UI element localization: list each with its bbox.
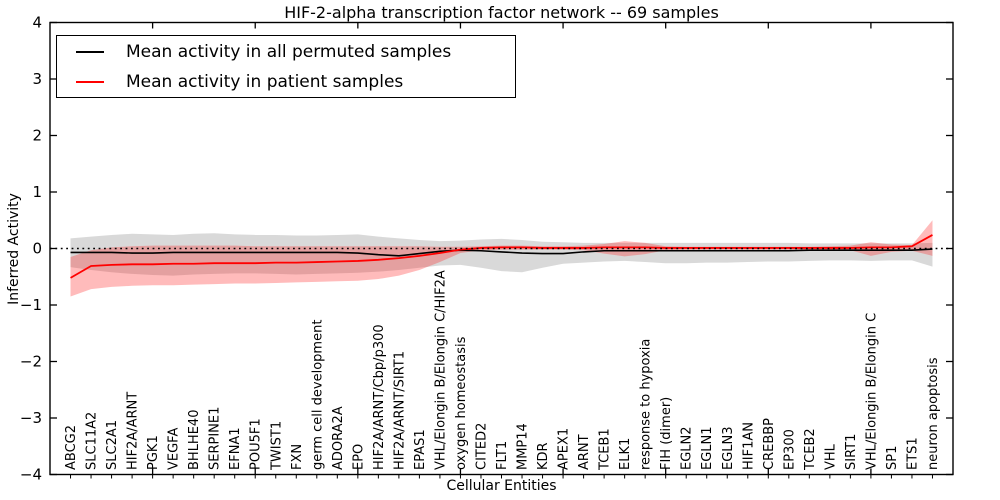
x-tick-label: CITED2 [474,423,489,470]
permuted-line-swatch [76,51,104,53]
y-tick-label: 4 [32,14,42,32]
y-tick-label: −4 [20,466,42,484]
x-tick-label: VHL [823,443,838,470]
x-tick-label: APEX1 [557,428,572,470]
x-tick-label: EPAS1 [413,429,428,470]
x-tick-label: HIF2A/ARNT/SIRT1 [392,351,407,470]
legend-label-patient: Mean activity in patient samples [126,72,404,92]
y-tick-label: −1 [20,296,42,314]
x-tick-label: HIF2A/ARNT/Cbp/p300 [372,324,387,470]
y-tick-label: 0 [32,240,42,258]
legend-item-permuted: Mean activity in all permuted samples [57,37,515,67]
x-tick-label: HIF1AN [741,422,756,470]
y-tick-label: −3 [20,409,42,427]
x-axis-label: Cellular Entities [446,478,557,494]
x-tick-label: EPO [351,444,366,470]
x-tick-label: HIF2A/ARNT [126,392,141,470]
x-tick-label: TWIST1 [269,421,284,471]
x-tick-label: ARNT [577,434,592,470]
y-tick-label: 3 [32,70,42,88]
x-tick-label: SP1 [885,446,900,470]
y-tick-label: −2 [20,353,42,371]
legend-item-patient: Mean activity in patient samples [57,67,515,97]
x-tick-label: PGK1 [146,435,161,470]
x-tick-label: neuron apoptosis [926,357,941,470]
x-tick-label: TCEB2 [803,428,818,471]
x-tick-label: SIRT1 [844,434,859,470]
y-tick-label: 2 [32,127,42,145]
x-tick-label: response to hypoxia [639,339,654,470]
x-tick-label: VHL/Elongin B/Elongin C [864,313,879,470]
patient-std-band [70,220,933,297]
x-tick-label: ADORA2A [331,406,346,470]
x-tick-label: KDR [536,442,551,470]
x-tick-label: germ cell development [310,320,325,470]
x-tick-label: FLT1 [495,441,510,470]
chart-title: HIF-2-alpha transcription factor network… [284,3,719,22]
x-tick-label: ETS1 [905,437,920,470]
x-tick-label: EGLN3 [721,426,736,470]
x-tick-label: EGLN1 [700,426,715,470]
legend-label-permuted: Mean activity in all permuted samples [126,42,452,62]
x-tick-label: FIH (dimer) [659,397,674,470]
y-tick-label: 1 [32,183,42,201]
x-tick-label: TCEB1 [598,428,613,471]
x-tick-label: VEGFA [167,428,182,470]
x-tick-label: EP300 [782,429,797,470]
x-tick-label: EGLN2 [680,426,695,470]
x-tick-label: FXN [290,444,305,470]
x-tick-label: ABCG2 [64,425,79,470]
x-tick-label: POU5F1 [249,418,264,470]
x-tick-label: CREBBP [762,418,777,470]
legend: Mean activity in all permuted samples Me… [56,35,516,98]
x-tick-label: MMP14 [516,423,531,470]
x-tick-label: EFNA1 [228,427,243,470]
x-tick-label: BHLHE40 [187,410,202,470]
x-tick-label: VHL/Elongin B/Elongin C/HIF2A [433,270,448,470]
permuted-std-band [70,233,933,276]
y-axis-label: Inferred Activity [6,193,22,305]
permuted-mean-line [70,248,933,257]
patient-mean-line [70,234,933,279]
x-tick-label: oxygen homeostasis [454,336,469,470]
x-tick-label: SLC11A2 [85,412,100,470]
x-tick-label: SERPINE1 [208,407,223,470]
x-tick-label: ELK1 [618,438,633,470]
x-tick-label: SLC2A1 [105,420,120,470]
patient-line-swatch [76,81,104,83]
